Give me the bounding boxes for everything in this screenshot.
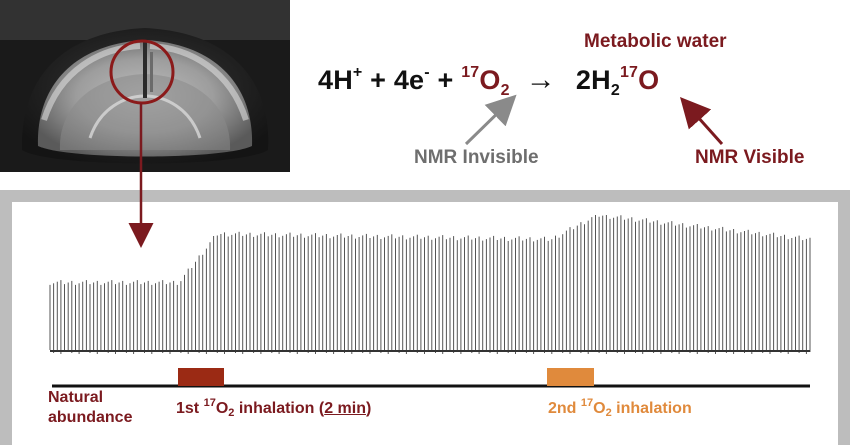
equation-term: + <box>362 65 394 95</box>
second-inhalation-bar <box>547 368 594 386</box>
equation-term: 17 <box>461 64 480 81</box>
nmr-signal-trace <box>49 215 811 354</box>
second-inhalation-label: 2nd 17O2 inhalation <box>548 397 692 419</box>
chemical-equation: 4H+ + 4e- + 17O2 → 2H217O <box>318 63 660 99</box>
label-part: inhalation ( <box>234 400 325 417</box>
equation-term: + <box>352 64 363 81</box>
label-part: 2 <box>228 407 235 419</box>
label-part: O <box>215 400 229 417</box>
invisible-pointer-arrow <box>464 94 517 146</box>
equation-term: 2H <box>575 65 611 95</box>
first-inhalation-bar <box>178 368 224 386</box>
natural-label-line: Natural <box>48 389 104 406</box>
equation-term: 2 <box>500 82 510 99</box>
label-part: O <box>593 400 606 417</box>
equation-term: O <box>479 65 501 95</box>
natural-label-line: abundance <box>48 409 133 426</box>
label-part: inhalation <box>611 400 692 417</box>
natural-abundance-label: Natural abundance <box>48 388 132 428</box>
equation-term: O <box>638 65 660 95</box>
label-part: 17 <box>203 397 216 409</box>
equation-term: 2 <box>610 82 620 99</box>
label-part: 1st <box>176 400 204 417</box>
metabolic-water-label: Metabolic water <box>584 31 727 52</box>
equation-term: + <box>429 65 462 95</box>
mri-brain-image <box>0 0 290 172</box>
visible-pointer-arrow <box>679 97 724 146</box>
nmr-invisible-label: NMR Invisible <box>414 147 539 168</box>
nmr-visible-label: NMR Visible <box>695 147 805 168</box>
equation-term: 17 <box>619 64 639 81</box>
label-part: 17 <box>580 397 594 409</box>
equation-term: 4H <box>318 65 353 95</box>
equation-term: - <box>424 64 430 81</box>
label-part: ) <box>365 400 372 417</box>
duration-label: 2 min <box>324 400 366 417</box>
label-part: 2nd <box>548 400 581 417</box>
first-inhalation-label: 1st 17O2 inhalation (2 min) <box>176 397 372 419</box>
reaction-arrow: → <box>525 63 556 96</box>
label-part: 2 <box>605 407 612 419</box>
equation-term: 4e <box>393 65 425 95</box>
